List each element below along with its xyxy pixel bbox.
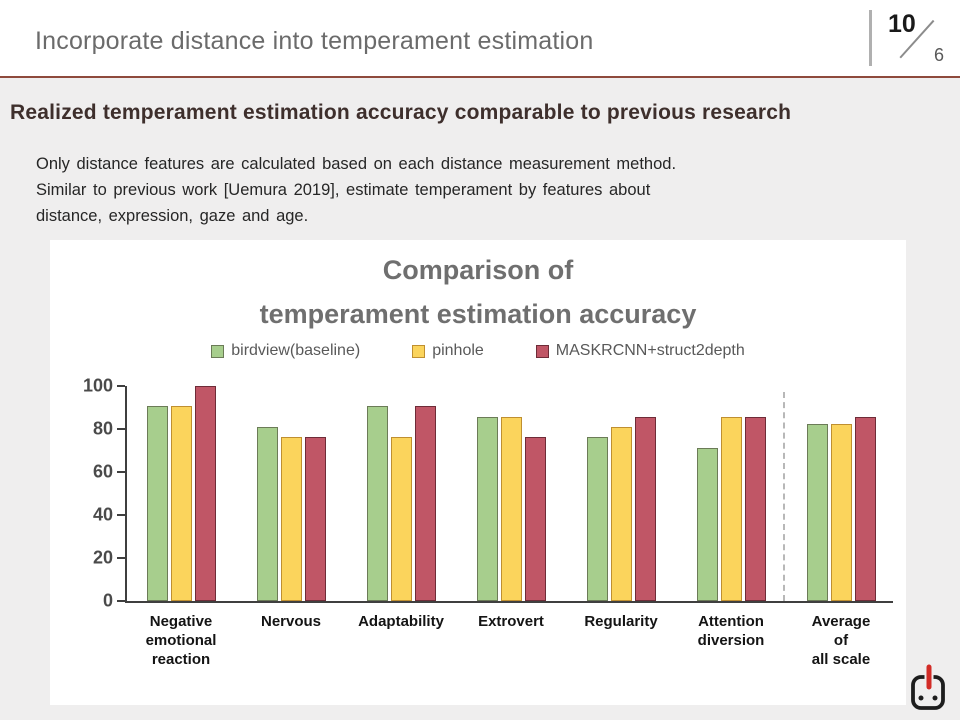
x-category-label: Nervous: [260, 613, 322, 630]
x-category-label: Average of all scale: [811, 613, 871, 668]
bar: [304, 437, 326, 601]
body-line: Similar to previous work [Uemura 2019], …: [36, 181, 651, 199]
page-fraction: 10 6: [884, 8, 950, 68]
bar-group: [476, 416, 546, 601]
y-tick-mark: [117, 385, 125, 387]
x-category-label: Negative emotional reaction: [145, 613, 217, 668]
bar: [806, 423, 828, 601]
chart-legend: birdview(baseline) pinhole MASKRCNN+struct…: [50, 342, 906, 360]
chart-title-line-1: Comparison of: [382, 255, 574, 285]
bar-group: [806, 416, 876, 601]
bar: [610, 426, 632, 601]
page-divider-bar: [869, 10, 872, 66]
slide-subtitle: Realized temperament estimation accuracy…: [10, 101, 792, 124]
bar: [170, 406, 192, 601]
body-text: Only distance features are calculated ba…: [36, 151, 676, 229]
y-axis-line: [125, 386, 127, 603]
bar: [830, 423, 852, 601]
x-category-label: Extrovert: [478, 613, 544, 630]
y-tick-label: 0: [102, 590, 113, 611]
bar: [696, 447, 718, 601]
legend-item: birdview(baseline): [211, 342, 360, 360]
page-total: 6: [933, 45, 944, 65]
x-axis-line: [125, 601, 893, 603]
bar: [366, 406, 388, 601]
y-tick-label: 60: [92, 461, 113, 482]
y-tick-label: 100: [82, 375, 113, 396]
bar: [634, 416, 656, 601]
legend-label: birdview(baseline): [231, 342, 361, 359]
bar-group: [256, 426, 326, 601]
bar: [744, 416, 766, 601]
average-separator-line: [783, 392, 785, 601]
legend-item: MASKRCNN+struct2depth: [535, 342, 745, 360]
bar: [146, 406, 168, 601]
x-category-label: Regularity: [584, 613, 658, 630]
bar: [256, 426, 278, 601]
y-tick-mark: [117, 428, 125, 430]
bar: [500, 416, 522, 601]
bar: [476, 416, 498, 601]
bar-group: [696, 416, 766, 601]
page-number-block: 10 6: [869, 8, 950, 68]
bar: [854, 416, 876, 601]
chart-title-line-2: temperament estimation accuracy: [259, 299, 697, 329]
y-tick-mark: [117, 471, 125, 473]
bar: [390, 437, 412, 601]
bar: [414, 406, 436, 601]
bar: [720, 416, 742, 601]
body-line: distance, expression, gaze and age.: [36, 207, 309, 225]
y-tick-mark: [117, 514, 125, 516]
y-tick-mark: [117, 600, 125, 602]
legend-swatch-icon: [412, 344, 426, 358]
bar-group: [146, 386, 216, 601]
y-tick-mark: [117, 557, 125, 559]
body-line: Only distance features are calculated ba…: [36, 155, 677, 173]
y-tick-label: 80: [92, 418, 113, 439]
legend-swatch-icon: [535, 344, 549, 358]
bar: [524, 437, 546, 601]
bar: [194, 386, 216, 601]
chart-title: Comparison of temperament estimation acc…: [50, 240, 906, 336]
x-category-label: Adaptability: [358, 613, 444, 630]
bar: [586, 437, 608, 601]
slide-header: Incorporate distance into temperament es…: [0, 0, 960, 78]
y-tick-label: 20: [92, 547, 113, 568]
plot-area: 0 20 40 60 80 100 Negative emotional reaction Ner…: [83, 376, 893, 668]
page-number: 10: [888, 10, 916, 38]
bar-group: [586, 416, 656, 601]
y-tick-label: 40: [92, 504, 113, 525]
x-category-label: Attention diversion: [697, 613, 765, 649]
legend-item: pinhole: [412, 342, 484, 360]
robot-plug-logo-icon: [911, 664, 945, 710]
legend-label: MASKRCNN+struct2depth: [555, 342, 745, 359]
bar: [280, 437, 302, 601]
legend-label: pinhole: [432, 342, 484, 359]
bar-group: [366, 406, 436, 601]
chart-panel: Comparison of temperament estimation acc…: [50, 240, 906, 705]
legend-swatch-icon: [211, 344, 225, 358]
slide-title: Incorporate distance into temperament es…: [35, 27, 594, 55]
